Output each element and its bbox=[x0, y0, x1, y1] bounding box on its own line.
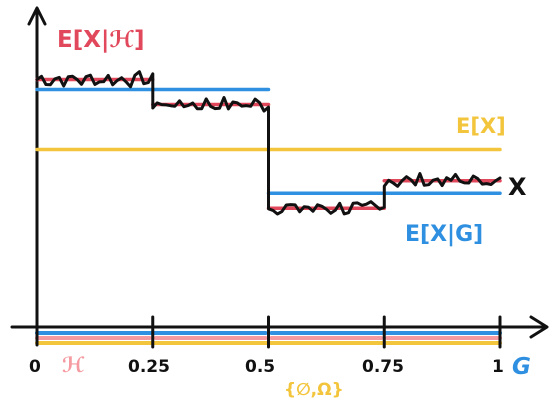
sigma-h-label: ℋ bbox=[62, 353, 85, 377]
tick-label-05: 0.5 bbox=[245, 357, 275, 377]
random-variable-x-curve bbox=[35, 70, 502, 216]
cond-exp-h-label: E[X|ℋ] bbox=[57, 27, 145, 53]
x-variable-label: X bbox=[508, 173, 527, 201]
tick-label-025: 0.25 bbox=[128, 357, 170, 377]
tick-label-0: 0 bbox=[29, 357, 41, 377]
y-axis-arrowhead bbox=[27, 6, 47, 26]
tick-label-1: 1 bbox=[492, 357, 504, 377]
x-axis-arrowhead bbox=[529, 315, 549, 339]
sigma-trivial-label: {∅,Ω} bbox=[284, 380, 344, 400]
expectation-label: E[X] bbox=[456, 114, 506, 138]
curves bbox=[35, 70, 502, 216]
sigma-g-label: G bbox=[512, 354, 531, 380]
tick-marks bbox=[151, 315, 502, 349]
cond-exp-g-label: E[X|G] bbox=[405, 222, 483, 247]
tick-label-075: 0.75 bbox=[362, 357, 404, 377]
